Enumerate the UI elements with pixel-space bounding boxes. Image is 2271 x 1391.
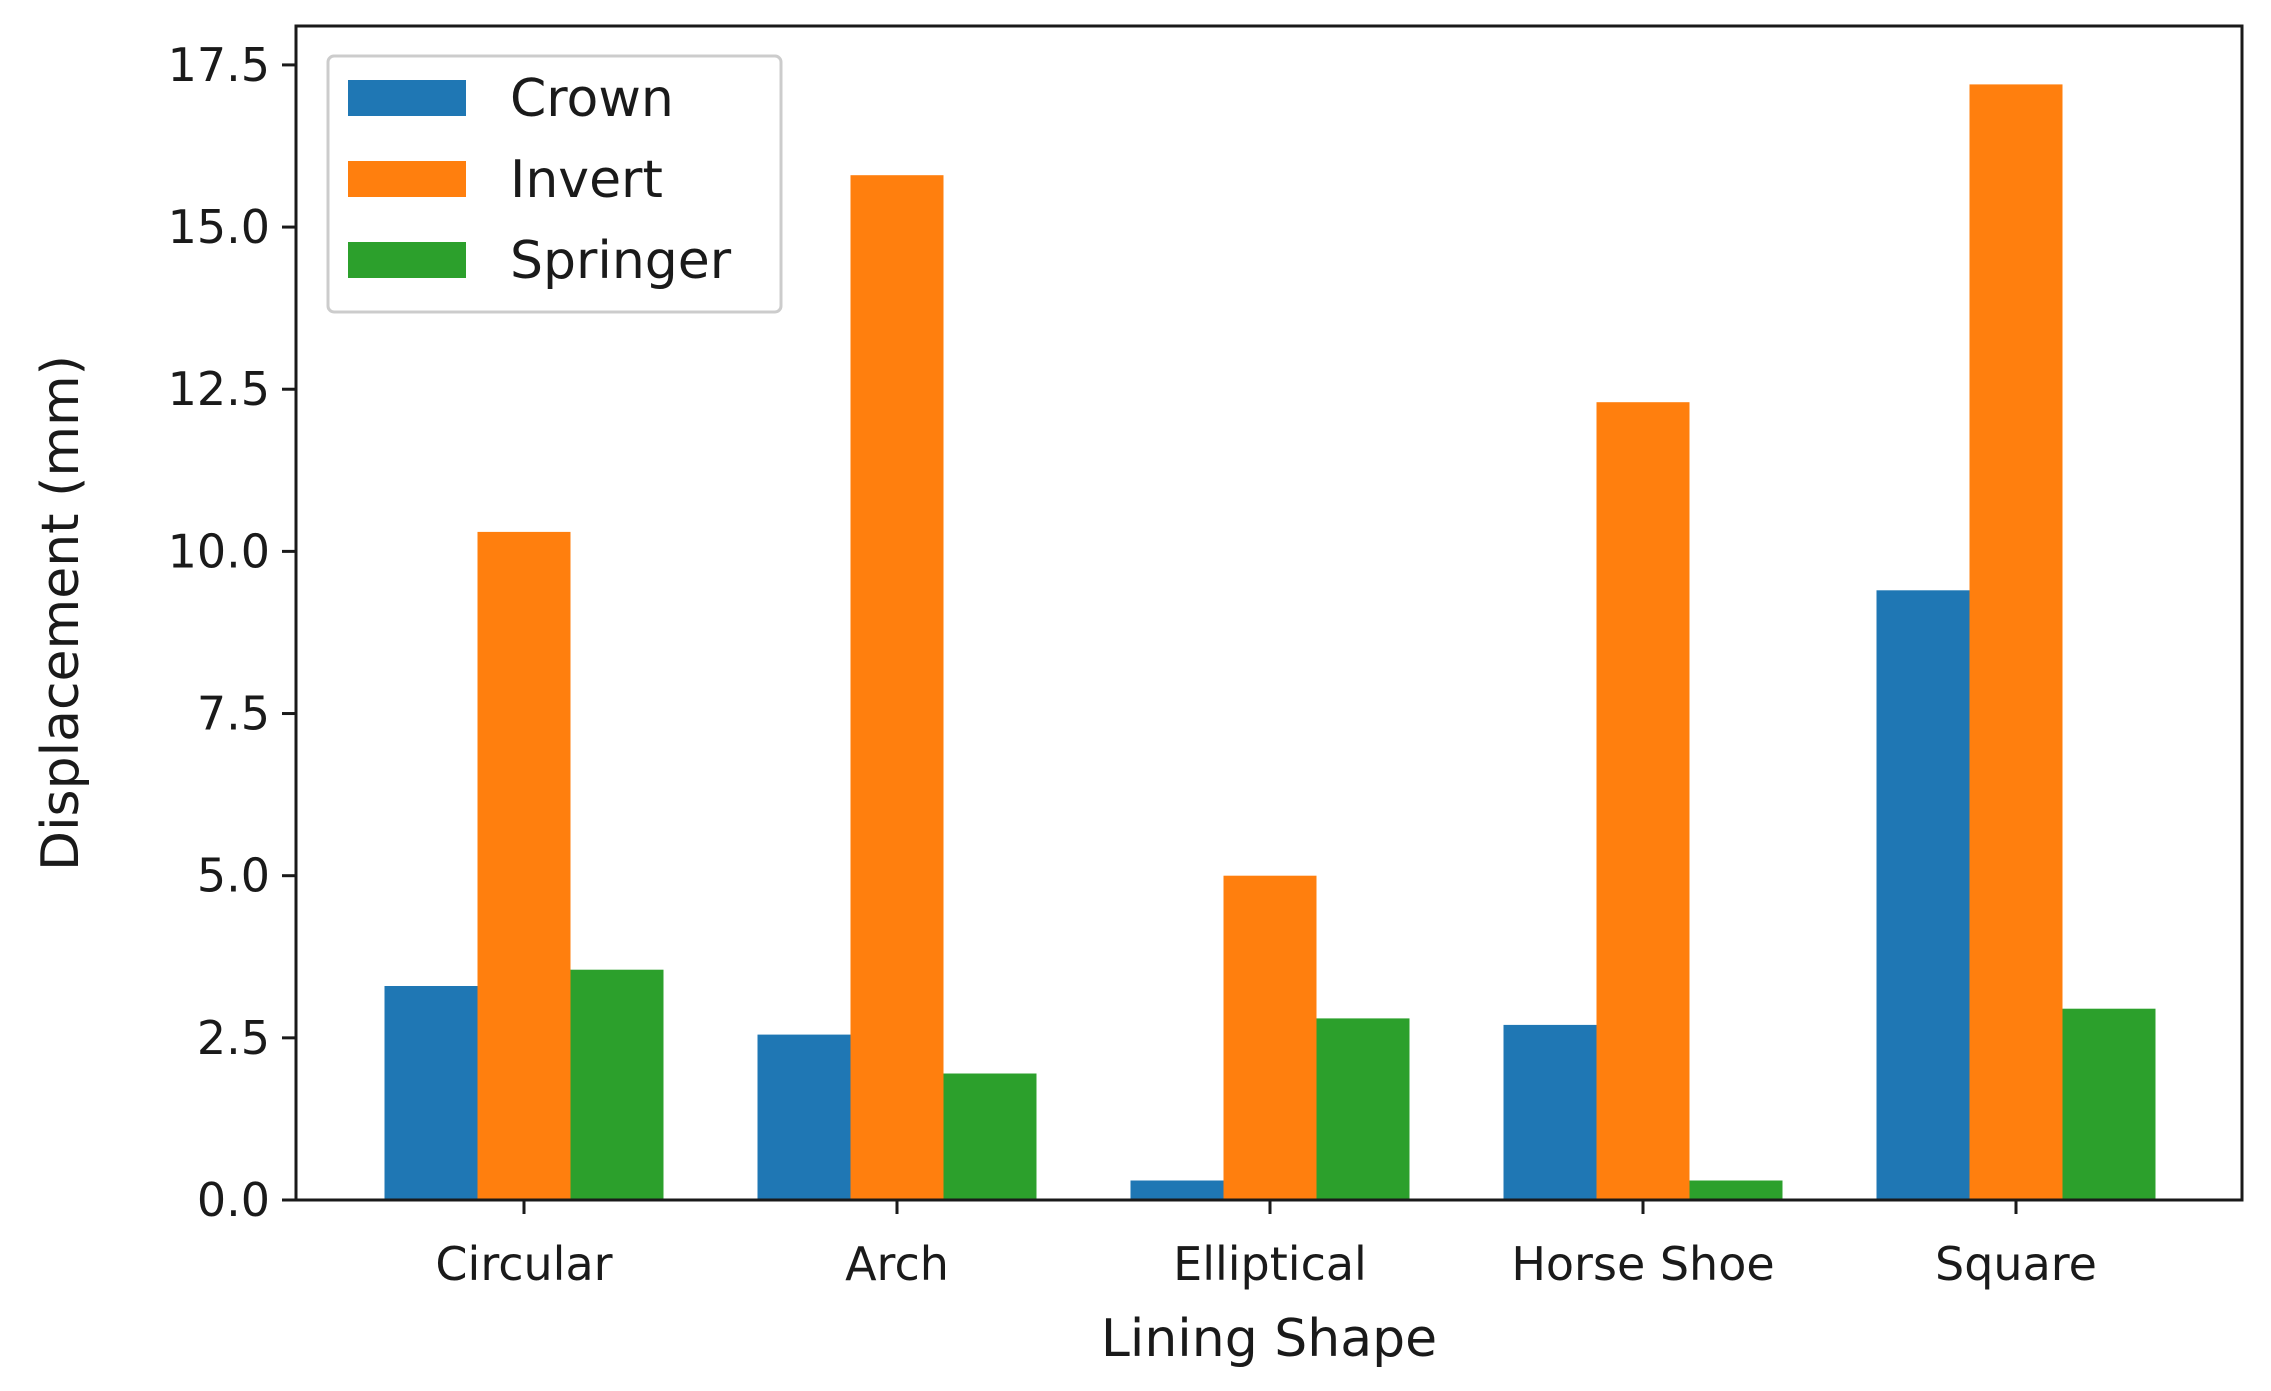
x-tick-label: Arch bbox=[845, 1237, 949, 1291]
y-tick-label: 0.0 bbox=[197, 1173, 270, 1227]
bars-layer bbox=[384, 84, 2156, 1201]
legend-label-crown: Crown bbox=[510, 69, 674, 129]
y-axis: 0.0 2.5 5.0 7.5 10.0 12.5 15.0 17.5 bbox=[168, 38, 296, 1227]
y-tick-label: 7.5 bbox=[197, 687, 270, 741]
bar-invert-arch bbox=[850, 175, 944, 1201]
bar-invert-square bbox=[1969, 84, 2063, 1200]
bar-springer-horse-shoe bbox=[1689, 1180, 1783, 1200]
x-axis: Circular Arch Elliptical Horse Shoe Square bbox=[435, 1200, 2097, 1291]
bar-invert-horse-shoe bbox=[1596, 402, 1690, 1200]
y-tick-label: 15.0 bbox=[168, 200, 270, 254]
bar-springer-elliptical bbox=[1316, 1018, 1410, 1200]
x-tick-label: Circular bbox=[435, 1237, 612, 1291]
y-axis-label: Displacement (mm) bbox=[31, 355, 91, 871]
bar-crown-elliptical bbox=[1130, 1180, 1224, 1200]
bar-springer-arch bbox=[943, 1073, 1037, 1200]
x-tick-label: Horse Shoe bbox=[1511, 1237, 1774, 1291]
bar-crown-square bbox=[1876, 590, 1970, 1200]
bar-springer-square bbox=[2062, 1008, 2156, 1200]
bar-invert-elliptical bbox=[1223, 875, 1317, 1200]
y-tick-label: 17.5 bbox=[168, 38, 270, 92]
bar-invert-circular bbox=[477, 531, 571, 1200]
bar-crown-arch bbox=[757, 1034, 851, 1200]
legend: Crown Invert Springer bbox=[326, 54, 783, 314]
legend-label-springer: Springer bbox=[510, 231, 732, 291]
bar-crown-circular bbox=[384, 986, 478, 1200]
legend-swatch-invert bbox=[348, 161, 466, 197]
y-tick-label: 10.0 bbox=[168, 524, 270, 578]
bar-crown-horse-shoe bbox=[1503, 1024, 1597, 1200]
legend-swatch-crown bbox=[348, 80, 466, 116]
legend-label-invert: Invert bbox=[510, 150, 663, 210]
y-tick-label: 2.5 bbox=[197, 1011, 270, 1065]
x-axis-label: Lining Shape bbox=[1101, 1309, 1437, 1369]
y-tick-label: 12.5 bbox=[168, 362, 270, 416]
y-tick-label: 5.0 bbox=[197, 849, 270, 903]
x-tick-label: Elliptical bbox=[1173, 1237, 1367, 1291]
x-tick-label: Square bbox=[1935, 1237, 2097, 1291]
legend-swatch-springer bbox=[348, 242, 466, 278]
bar-springer-circular bbox=[570, 969, 664, 1200]
